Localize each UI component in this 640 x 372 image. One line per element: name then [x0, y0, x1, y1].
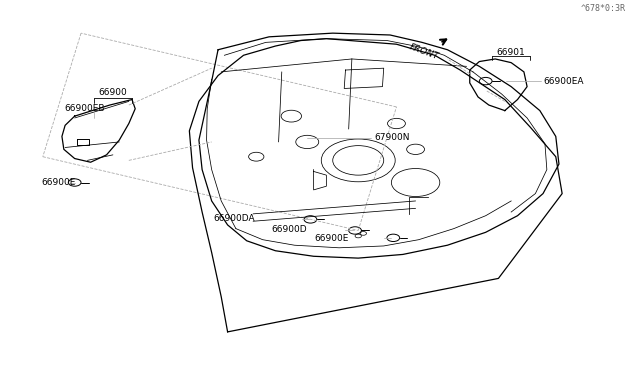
Text: 67900N: 67900N — [374, 133, 410, 142]
Text: 66901: 66901 — [497, 48, 525, 57]
Text: ^678*0:3R: ^678*0:3R — [581, 4, 626, 13]
Text: 66900E: 66900E — [314, 234, 349, 243]
Text: 66900EB: 66900EB — [64, 104, 104, 113]
Text: 66900EA: 66900EA — [543, 77, 584, 86]
Text: 66900DA: 66900DA — [213, 214, 255, 223]
Text: FRONT: FRONT — [408, 42, 440, 61]
Text: 66900E: 66900E — [42, 178, 76, 187]
Text: 66900D: 66900D — [271, 225, 307, 234]
Text: 66900: 66900 — [99, 88, 127, 97]
